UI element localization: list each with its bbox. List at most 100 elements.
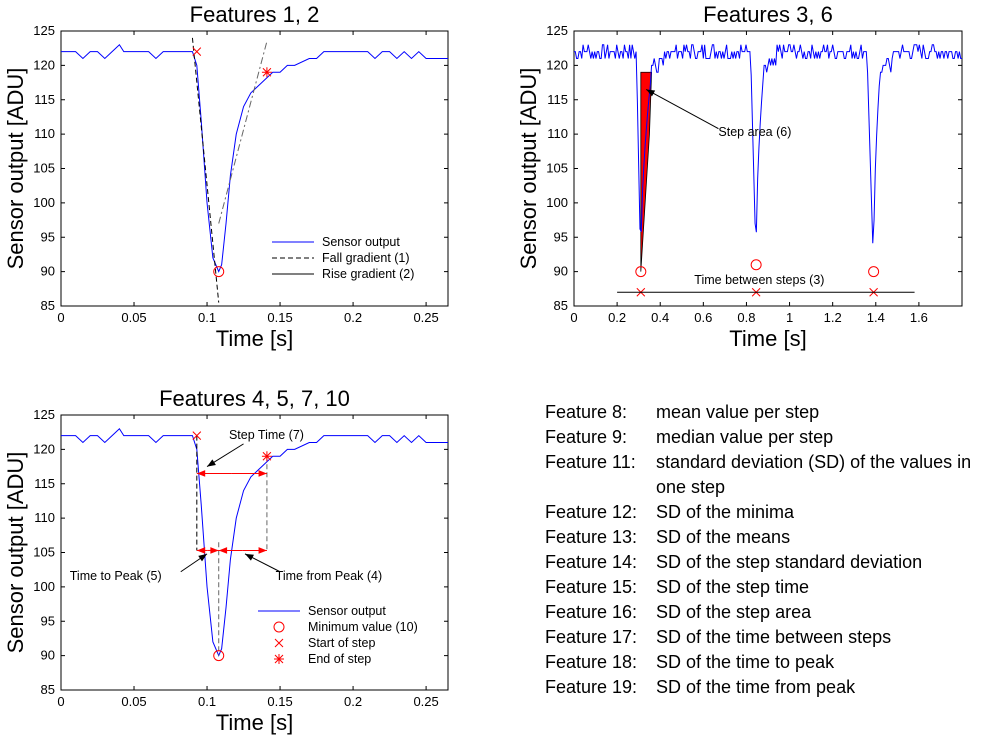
annotation-step-time: Step Time (7) bbox=[229, 428, 304, 442]
x-tick-label: 1.2 bbox=[824, 310, 842, 325]
x-tick-label: 1.6 bbox=[910, 310, 928, 325]
feature-label: Feature 18: bbox=[545, 652, 638, 672]
series-dashed-black bbox=[191, 37, 220, 303]
feature-item: Feature 18: SD of the time to peak bbox=[545, 650, 985, 675]
feature-label: Feature 8: bbox=[545, 402, 628, 422]
chart-top-right: 0 0.2 0.4 0.6 0.8 1 1.2 1.4 1.6 85 90 95 100 105 110 11… bbox=[516, 2, 963, 351]
y-axis-label: Sensor output [ADU] bbox=[3, 452, 28, 654]
chart-title: Features 3, 6 bbox=[703, 2, 833, 27]
chart-title: Features 1, 2 bbox=[190, 2, 320, 27]
y-tick-label: 105 bbox=[546, 161, 568, 176]
legend-entry: Fall gradient (1) bbox=[322, 251, 410, 265]
feature-label: Feature 19: bbox=[545, 677, 638, 697]
x-tick-label: 1.4 bbox=[867, 310, 885, 325]
x-tick-label: 0.15 bbox=[267, 694, 292, 709]
feature-description: SD of the time from peak bbox=[656, 677, 856, 697]
step-area-arrow bbox=[645, 88, 719, 130]
feature-description: median value per step bbox=[656, 427, 834, 447]
feature-label: Feature 15: bbox=[545, 577, 638, 597]
x-tick-label: 0.1 bbox=[198, 694, 216, 709]
minimum-marker bbox=[750, 259, 762, 271]
y-axis-label: Sensor output [ADU] bbox=[3, 68, 28, 270]
end-marker bbox=[274, 654, 284, 664]
x-tick-label: 0.25 bbox=[413, 310, 438, 325]
y-tick-label: 85 bbox=[554, 298, 568, 313]
step-area-arrow-head bbox=[646, 89, 656, 97]
sensor-output-line bbox=[574, 44, 962, 244]
annotation-time-between: Time between steps (3) bbox=[694, 273, 824, 287]
feature-item: Feature 9: median value per step bbox=[545, 425, 985, 450]
x-tick-label: 0 bbox=[57, 694, 64, 709]
axes-frame bbox=[60, 414, 449, 691]
y-tick-label: 110 bbox=[547, 126, 568, 141]
y-tick-label: 95 bbox=[554, 229, 568, 244]
feature-item: Feature 13: SD of the means bbox=[545, 525, 985, 550]
feature-description: SD of the time between steps bbox=[656, 627, 892, 647]
feature-item: Feature 17: SD of the time between steps bbox=[545, 625, 985, 650]
feature-description: SD of the minima bbox=[656, 502, 795, 522]
minimum-marker bbox=[273, 621, 285, 633]
axes-frame bbox=[573, 30, 963, 307]
y-tick-label: 95 bbox=[41, 613, 55, 628]
legend-entry: Minimum value (10) bbox=[308, 620, 418, 634]
x-tick-label: 0.4 bbox=[651, 310, 669, 325]
x-tick-label: 0 bbox=[570, 310, 577, 325]
chart-title: Features 4, 5, 7, 10 bbox=[159, 386, 350, 411]
y-tick-label: 100 bbox=[33, 579, 55, 594]
y-axis-label: Sensor output [ADU] bbox=[516, 68, 541, 270]
feature-description: SD of the means bbox=[656, 527, 791, 547]
y-tick-label: 95 bbox=[41, 229, 55, 244]
feature-description: mean value per step bbox=[656, 402, 820, 422]
y-tick-label: 85 bbox=[41, 298, 55, 313]
feature-label: Feature 16: bbox=[545, 602, 638, 622]
y-tick-label: 115 bbox=[34, 476, 55, 491]
y-tick-label: 115 bbox=[34, 92, 55, 107]
time-from-peak-arrow-head bbox=[245, 553, 254, 561]
feature-label: Feature 11: bbox=[545, 452, 636, 472]
feature-item: Feature 12: SD of the minima bbox=[545, 500, 985, 525]
minimum-marker bbox=[635, 266, 647, 278]
interval-arrow-head bbox=[218, 547, 228, 554]
y-tick-label: 105 bbox=[33, 545, 55, 560]
feature-item: Feature 14: SD of the step standard devia… bbox=[545, 550, 985, 575]
x-tick-label: 0.1 bbox=[198, 310, 216, 325]
feature-description: standard deviation (SD) of the values in… bbox=[656, 452, 972, 497]
annotation-time-from-peak: Time from Peak (4) bbox=[276, 569, 383, 583]
feature-item: Feature 11: standard deviation (SD) of th… bbox=[545, 450, 985, 500]
start-marker bbox=[274, 638, 284, 648]
feature-label: Feature 9: bbox=[545, 427, 628, 447]
x-tick-label: 0.2 bbox=[608, 310, 626, 325]
feature-label: Feature 13: bbox=[545, 527, 638, 547]
end-marker bbox=[261, 451, 272, 462]
chart-bottom-left: 0 0.05 0.1 0.15 0.2 0.25 85 90 95 100 105 110 115 120… bbox=[3, 386, 449, 735]
legend-entry: End of step bbox=[308, 652, 371, 666]
feature-item: Feature 16: SD of the step area bbox=[545, 600, 985, 625]
start-marker bbox=[192, 47, 202, 56]
feature-list: Feature 8: mean value per step Feature 9: m… bbox=[545, 400, 985, 700]
x-axis-label: Time [s] bbox=[729, 326, 806, 351]
legend-entry: Start of step bbox=[308, 636, 375, 650]
x-tick-label: 0.8 bbox=[737, 310, 755, 325]
legend-entry: Sensor output bbox=[322, 235, 400, 249]
feature-item: Feature 8: mean value per step bbox=[545, 400, 985, 425]
x-tick-label: 0.05 bbox=[121, 694, 146, 709]
x-tick-label: 0.6 bbox=[694, 310, 712, 325]
feature-description: SD of the step time bbox=[656, 577, 810, 597]
series-dashdot-grey bbox=[218, 41, 268, 224]
y-tick-label: 120 bbox=[33, 441, 55, 456]
x-tick-label: 0.05 bbox=[121, 310, 146, 325]
annotation-time-to-peak: Time to Peak (5) bbox=[70, 569, 162, 583]
interval-arrow-head bbox=[258, 470, 267, 477]
x-tick-label: 0.2 bbox=[344, 694, 362, 709]
feature-label: Feature 12: bbox=[545, 502, 638, 522]
legend-entry: Rise gradient (2) bbox=[322, 267, 414, 281]
feature-item: Feature 15: SD of the step time bbox=[545, 575, 985, 600]
y-tick-label: 110 bbox=[34, 510, 55, 525]
series-solid-blue bbox=[61, 43, 448, 273]
annotation-step-area: Step area (6) bbox=[718, 125, 791, 139]
y-tick-label: 115 bbox=[547, 92, 568, 107]
x-axis-label: Time [s] bbox=[216, 710, 293, 735]
y-tick-label: 100 bbox=[546, 195, 568, 210]
minimum-marker bbox=[868, 266, 880, 278]
